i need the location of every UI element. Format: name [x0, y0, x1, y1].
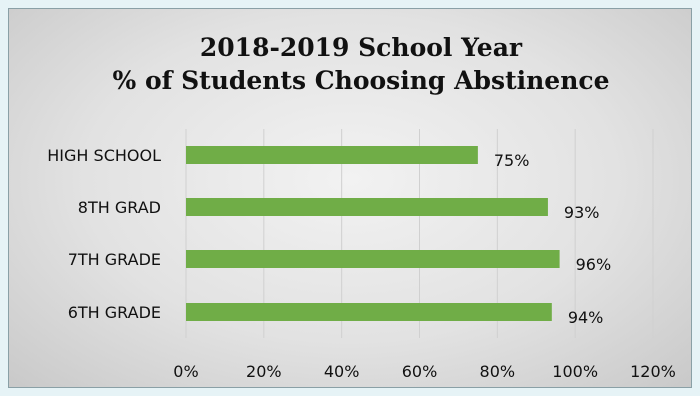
- x-tick-label: 60%: [402, 362, 438, 381]
- bars: [186, 146, 560, 321]
- x-tick-label: 20%: [246, 362, 282, 381]
- data-label: 96%: [576, 255, 612, 274]
- bar: [186, 303, 552, 321]
- chart-title: 2018-2019 School Year: [200, 33, 523, 62]
- labels: 0% 20% 40% 60% 80% 100% 120% HIGH SCHOOL 75% 8TH …: [47, 146, 676, 381]
- x-tick-label: 40%: [324, 362, 360, 381]
- x-tick-label: 120%: [630, 362, 676, 381]
- bar: [186, 146, 478, 164]
- bar: [186, 250, 560, 268]
- data-label: 75%: [494, 151, 530, 170]
- data-label: 93%: [564, 203, 600, 222]
- bar: [186, 198, 548, 216]
- x-tick-label: 100%: [552, 362, 598, 381]
- chart-frame: 0% 20% 40% 60% 80% 100% 120% HIGH SCHOOL 75% 8TH …: [8, 8, 692, 388]
- category-label: 7TH GRADE: [68, 250, 161, 269]
- bar-chart: 0% 20% 40% 60% 80% 100% 120% HIGH SCHOOL 75% 8TH …: [47, 33, 676, 381]
- x-tick-label: 80%: [480, 362, 516, 381]
- data-label: 94%: [568, 308, 604, 327]
- category-label: HIGH SCHOOL: [47, 146, 161, 165]
- chart-subtitle: % of Students Choosing Abstinence: [113, 66, 610, 95]
- category-label: 6TH GRADE: [68, 303, 161, 322]
- x-tick-label: 0%: [173, 362, 198, 381]
- category-label: 8TH GRAD: [78, 198, 161, 217]
